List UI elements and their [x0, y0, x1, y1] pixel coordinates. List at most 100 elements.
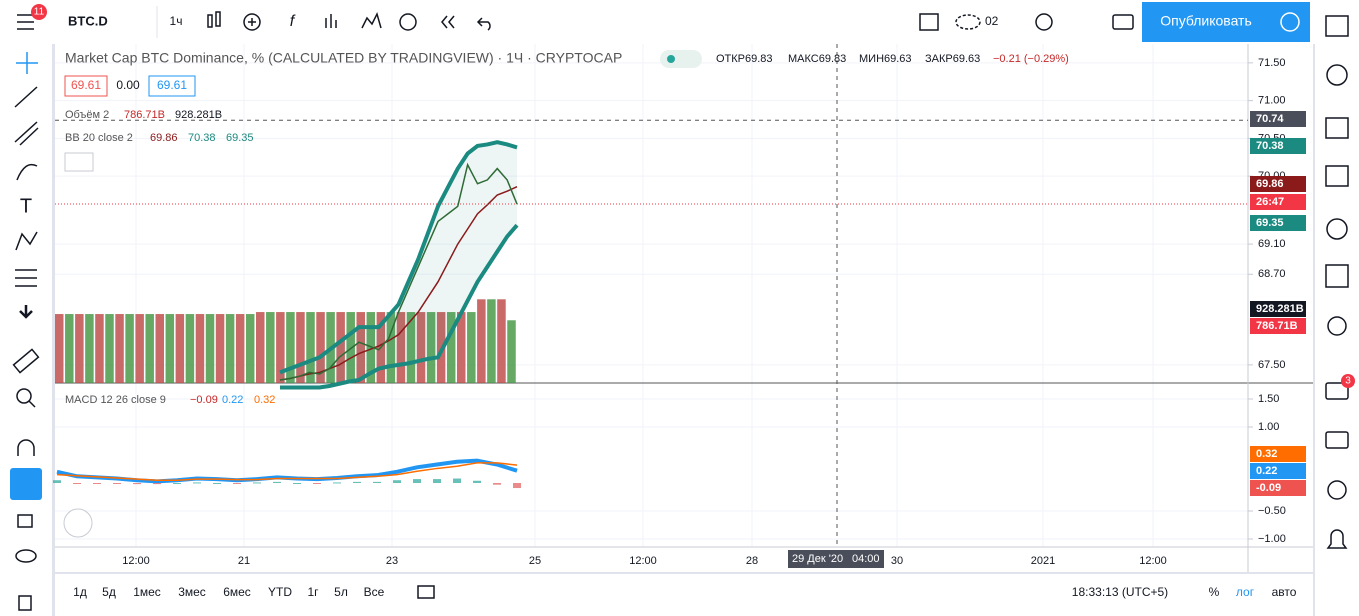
volume-bar: [477, 299, 486, 383]
right-sidebar: [1315, 0, 1359, 616]
histogram-bar: [413, 479, 421, 484]
volume-bar: [416, 312, 426, 383]
range-button[interactable]: 6мес: [223, 585, 251, 599]
volume-bar: [105, 314, 114, 383]
settings-icon[interactable]: [1035, 13, 1053, 31]
percent-toggle[interactable]: %: [1209, 585, 1220, 599]
volume-bar: [306, 312, 315, 383]
range-button[interactable]: 1мес: [133, 585, 161, 599]
histogram-bar: [473, 480, 481, 484]
range-button[interactable]: YTD: [268, 585, 292, 599]
interval[interactable]: 1ч: [170, 14, 183, 28]
histogram-bar: [393, 480, 401, 484]
publish-button[interactable]: [1142, 2, 1310, 42]
range-button[interactable]: 1г: [307, 585, 319, 599]
volume-a: 786.71B: [124, 109, 165, 121]
more-tools[interactable]: [15, 514, 37, 611]
ohlc-open: ОТКР69.83: [716, 53, 773, 65]
bid-box[interactable]: [64, 75, 108, 97]
axis-badge-text: 928.281B: [1256, 303, 1304, 315]
ohlc-high: МАКС69.83: [788, 53, 846, 65]
histogram-bar: [113, 483, 121, 485]
bid[interactable]: 69.61: [71, 78, 101, 92]
camera-icon[interactable]: [1112, 14, 1134, 30]
status-dot: [667, 55, 675, 63]
macd-legend: MACD 12 26 close 9: [65, 394, 166, 406]
histogram-bar: [73, 483, 81, 485]
axis-badge: [1250, 111, 1306, 127]
publish-text[interactable]: Опубликовать: [1160, 13, 1252, 29]
auto-toggle[interactable]: авто: [1272, 585, 1297, 599]
histogram-bar: [173, 483, 181, 485]
sidebar-badge: [1341, 374, 1355, 388]
macd-signal: 0.32: [254, 394, 275, 406]
drawing-tools[interactable]: T: [12, 52, 40, 456]
volume-bar: [155, 314, 164, 383]
collapse-button[interactable]: [64, 152, 94, 172]
histogram-bar: [333, 482, 341, 484]
volume-bar: [195, 314, 205, 383]
range-button[interactable]: 5л: [334, 585, 348, 599]
range-button[interactable]: Все: [364, 585, 385, 599]
ask-box[interactable]: [148, 75, 196, 97]
volume-bar: [225, 314, 235, 383]
log-toggle[interactable]: лог: [1236, 585, 1255, 599]
axis-badge: [1250, 480, 1306, 496]
volume-bar: [426, 312, 436, 383]
volume-bar: [457, 312, 466, 383]
volume-bar: [356, 312, 365, 383]
symbol[interactable]: BTC.D: [68, 13, 108, 28]
time-label: 2021: [1031, 555, 1055, 567]
series-title: Market Cap BTC Dominance, % (CALCULATED …: [65, 50, 622, 66]
svg-text:f: f: [290, 13, 296, 30]
volume-bar: [245, 314, 255, 383]
volume-bar: [487, 299, 496, 383]
axis-badge-text: 26:47: [1256, 196, 1284, 208]
y-tick-label: 71.50: [1258, 57, 1286, 69]
volume-bar: [125, 314, 134, 383]
volume-bar: [175, 314, 185, 383]
time-label: 30: [891, 555, 903, 567]
macd-hist: −0.09: [190, 394, 218, 406]
range-button[interactable]: 5д: [102, 585, 116, 599]
ohlc-close: ЗАКР69.63: [925, 53, 980, 65]
fullscreen-icon[interactable]: [919, 13, 939, 31]
axis-badge-text: 0.22: [1256, 465, 1277, 477]
axis-badge: [1250, 176, 1306, 192]
y-tick-label: 68.70: [1258, 268, 1286, 280]
volume-bar: [205, 314, 215, 383]
histogram-bar: [493, 483, 501, 485]
time-badge: [788, 550, 884, 568]
lock-drawing[interactable]: [10, 468, 42, 500]
top-toolbar: [0, 0, 1315, 44]
clock: 18:33:13 (UTC+5): [1072, 585, 1168, 599]
cloud-icon[interactable]: [955, 14, 981, 30]
logo[interactable]: [63, 508, 93, 538]
histogram-bar: [293, 483, 301, 485]
time-badge-date: 29 Дек '20: [792, 553, 843, 565]
range-button[interactable]: 3мес: [178, 585, 206, 599]
ask[interactable]: 69.61: [157, 78, 187, 92]
volume-bar: [185, 314, 195, 383]
volume-bar: [346, 312, 355, 383]
axis-badge-text: 70.74: [1256, 113, 1284, 125]
volume-bar: [336, 312, 345, 383]
play-icon[interactable]: [1280, 12, 1300, 32]
volume-bar: [406, 312, 416, 383]
badge-text: 11: [34, 7, 45, 18]
volume-bar: [256, 312, 265, 383]
sidebar-icons[interactable]: [1325, 15, 1349, 549]
volume-bar: [296, 312, 305, 383]
ohlc-change: −0.21 (−0.29%): [993, 53, 1069, 65]
range-button[interactable]: 1д: [73, 585, 87, 599]
menu-icon[interactable]: [17, 14, 34, 30]
axis-badge: [1250, 318, 1306, 334]
series-line: [56, 462, 518, 481]
toolbar-icons[interactable]: f: [207, 11, 491, 31]
layout-name[interactable]: 02: [985, 14, 999, 28]
chart-area: [55, 44, 1313, 572]
date-range-icon[interactable]: [417, 585, 435, 599]
time-label: 12:00: [1139, 555, 1167, 567]
badge: [31, 4, 47, 20]
